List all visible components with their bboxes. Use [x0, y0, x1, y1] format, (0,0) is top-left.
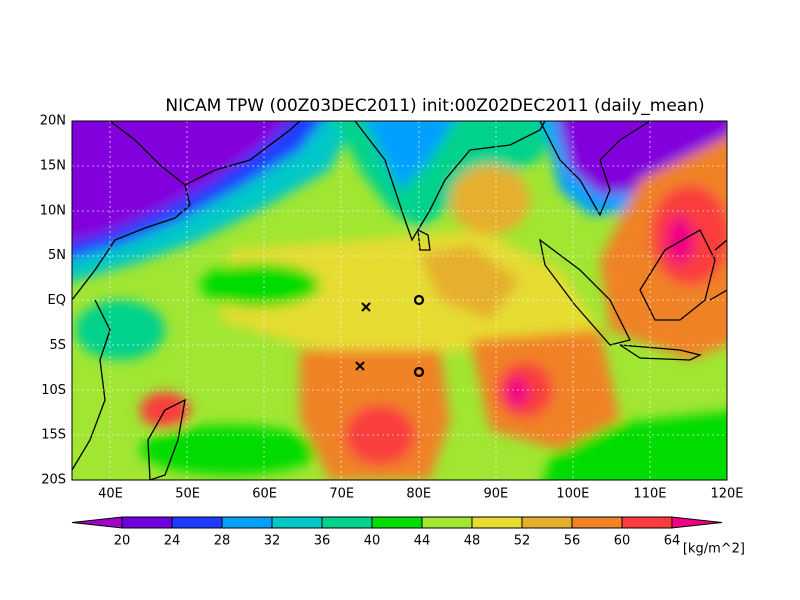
colorbar-swatch [621, 516, 673, 529]
colorbar-label: 28 [214, 534, 231, 549]
lon-label: 40E [98, 487, 123, 502]
colorbar-label: 32 [264, 534, 281, 549]
colorbar-swatch [321, 516, 373, 529]
lon-label: 70E [329, 487, 354, 502]
lat-label: 20S [41, 473, 66, 488]
map-frame [71, 120, 728, 481]
colorbar-label: 48 [464, 534, 481, 549]
colorbar-swatch [471, 516, 523, 529]
tpw-field [72, 121, 727, 480]
lon-label: 110E [633, 487, 666, 502]
lon-label: 90E [483, 487, 508, 502]
lat-label: EQ [48, 293, 66, 308]
lat-label: 15S [41, 428, 66, 443]
colorbar: 20 24 28 32 36 40 44 48 52 56 60 64[kg/m^2] [71, 516, 745, 557]
lat-label: 5S [49, 338, 66, 353]
colorbar-unit: [kg/m^2] [683, 542, 745, 557]
colorbar-swatch [571, 516, 623, 529]
colorbar-swatch [371, 516, 423, 529]
colorbar-label: 20 [114, 534, 131, 549]
colorbar-swatch [271, 516, 323, 529]
colorbar-label: 36 [314, 534, 331, 549]
colorbar-label: 40 [364, 534, 381, 549]
colorbar-label: 64 [664, 534, 681, 549]
colorbar-label: 56 [564, 534, 581, 549]
colorbar-swatch [521, 516, 573, 529]
lon-label: 100E [556, 487, 589, 502]
colorbar-label: 24 [164, 534, 181, 549]
lat-label: 5N [48, 248, 66, 263]
colorbar-swatch [421, 516, 473, 529]
colorbar-swatch [121, 516, 173, 529]
lat-label: 15N [40, 158, 66, 173]
map-title: NICAM TPW (00Z03DEC2011) init:00Z02DEC20… [165, 96, 704, 116]
colorbar-swatch [171, 516, 223, 529]
lon-label: 60E [252, 487, 277, 502]
axes: 20N 15N 10N 5N EQ 5S 10S 15S 20S 40E 50E 60E 70E 80E 9… [40, 114, 744, 502]
lat-label: 10S [41, 383, 66, 398]
lon-label: 50E [175, 487, 200, 502]
lon-label: 80E [406, 487, 431, 502]
colorbar-label: 60 [614, 534, 631, 549]
colorbar-swatch [671, 516, 723, 529]
colorbar-label: 44 [414, 534, 431, 549]
lat-label: 20N [40, 114, 66, 129]
lat-label: 10N [40, 203, 66, 218]
colorbar-label: 52 [514, 534, 531, 549]
colorbar-swatch [221, 516, 273, 529]
colorbar-swatch [71, 516, 123, 529]
lon-label: 120E [710, 487, 743, 502]
